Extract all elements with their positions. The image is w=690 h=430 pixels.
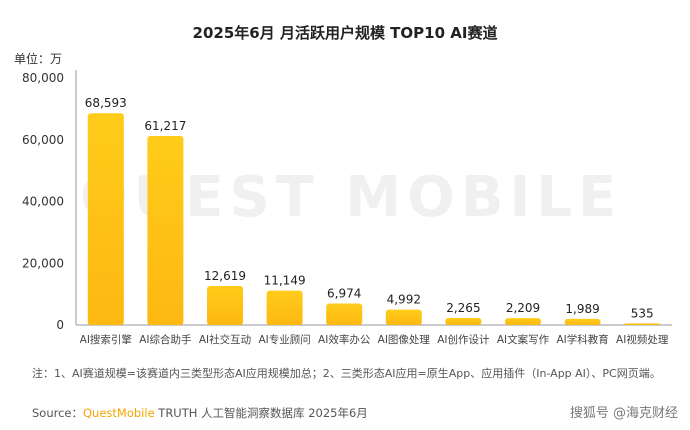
data-label: 535 bbox=[631, 306, 654, 320]
unit-label: 单位：万 bbox=[14, 52, 63, 66]
data-label: 61,217 bbox=[144, 119, 186, 133]
x-tick-label: AI效率办公 bbox=[318, 333, 371, 346]
footnote: 注：1、AI赛道规模=该赛道内三类型形态AI应用规模加总；2、三类形态AI应用=… bbox=[32, 367, 661, 380]
data-label: 11,149 bbox=[264, 274, 306, 288]
y-tick-label: 20,000 bbox=[22, 256, 64, 270]
bar bbox=[564, 318, 601, 325]
source-prefix: Source： bbox=[32, 406, 83, 420]
x-tick-label: AI学科教育 bbox=[556, 333, 608, 346]
y-tick-label: 0 bbox=[56, 318, 64, 332]
bar bbox=[505, 318, 541, 325]
x-tick-label: AI创作设计 bbox=[437, 333, 490, 346]
bar bbox=[326, 303, 363, 325]
data-label: 2,265 bbox=[446, 301, 480, 315]
data-label: 4,992 bbox=[387, 293, 421, 307]
source-brand: QuestMobile bbox=[83, 406, 155, 420]
data-label: 2,209 bbox=[506, 301, 540, 315]
source-rest: TRUTH 人工智能洞察数据库 2025年6月 bbox=[154, 406, 368, 420]
y-tick-label: 40,000 bbox=[22, 195, 64, 209]
x-tick-label: AI图像处理 bbox=[378, 334, 431, 346]
x-tick-label: AI视频处理 bbox=[616, 333, 669, 346]
x-tick-label: AI社交互动 bbox=[199, 333, 251, 346]
bar bbox=[385, 309, 422, 325]
bar bbox=[624, 323, 661, 325]
data-label: 6,974 bbox=[327, 286, 361, 300]
bar bbox=[147, 135, 184, 325]
data-label: 1,989 bbox=[565, 302, 599, 316]
bar bbox=[266, 290, 303, 325]
data-label: 12,619 bbox=[204, 269, 246, 283]
data-label: 68,593 bbox=[85, 96, 127, 110]
x-tick-label: AI搜索引擎 bbox=[80, 333, 133, 346]
x-tick-label: AI专业顾问 bbox=[258, 333, 310, 346]
x-tick-label: AI综合助手 bbox=[139, 333, 191, 346]
chart-title: 2025年6月 月活跃用户规模 TOP10 AI赛道 bbox=[192, 24, 498, 42]
x-tick-label: AI文案写作 bbox=[497, 333, 550, 346]
bar bbox=[207, 286, 243, 325]
y-tick-label: 80,000 bbox=[22, 71, 64, 85]
bar-chart: 0 20,000 40,000 60,000 80,000 68,593 AI搜索引擎 61,… bbox=[22, 70, 672, 346]
bar bbox=[445, 318, 482, 325]
bar bbox=[87, 113, 124, 325]
source-line: Source：QuestMobile TRUTH 人工智能洞察数据库 2025年… bbox=[32, 405, 368, 421]
credit-watermark: 搜狐号 @海克财经 bbox=[569, 406, 678, 421]
y-tick-label: 60,000 bbox=[22, 133, 64, 147]
